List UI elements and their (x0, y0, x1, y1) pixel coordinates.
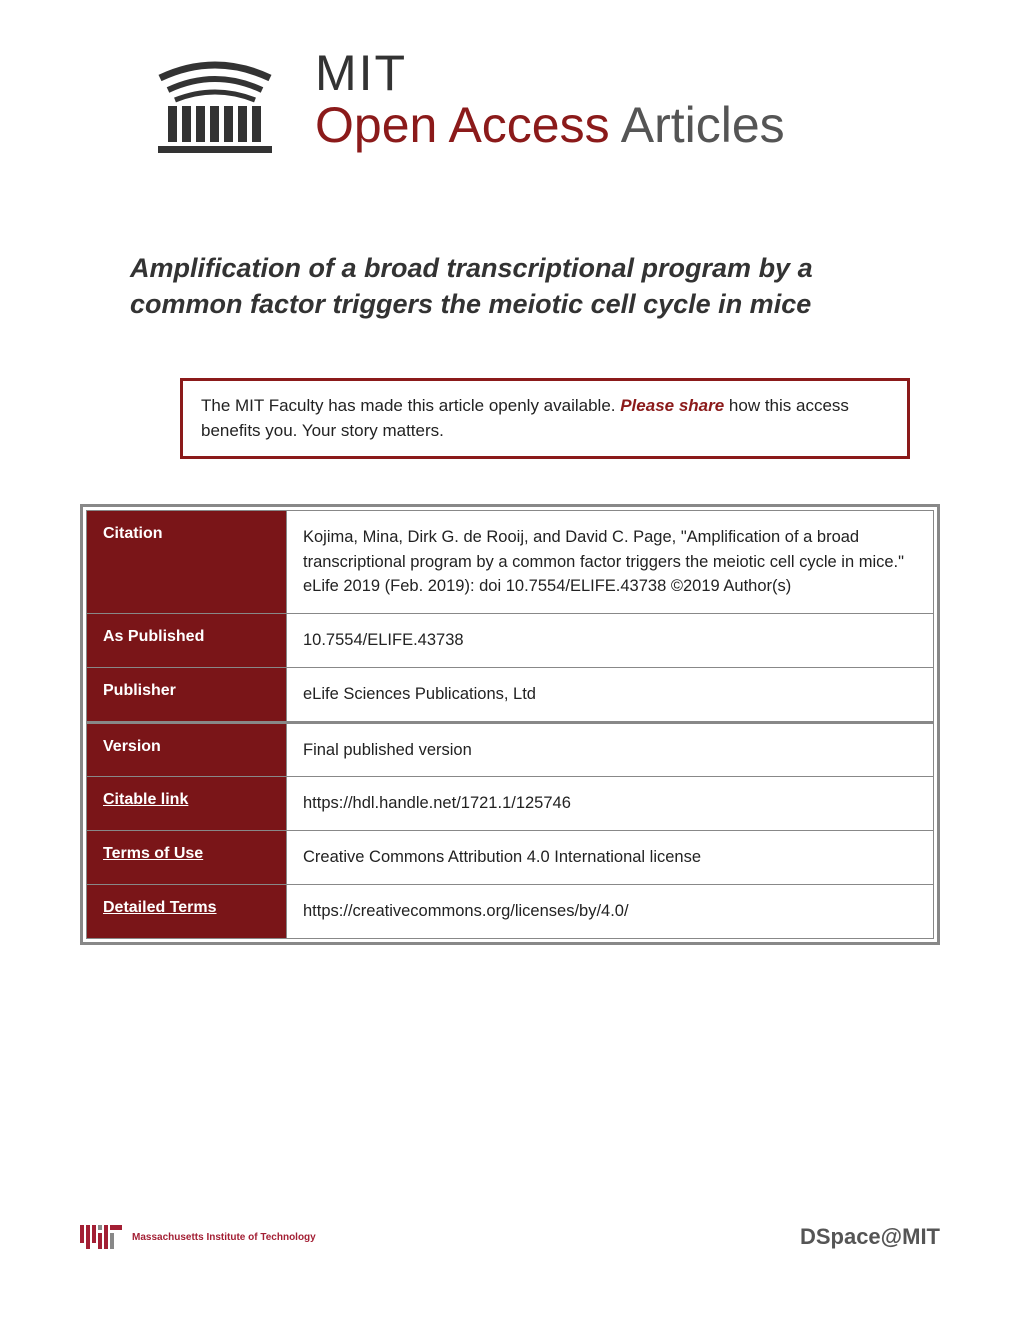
metadata-label[interactable]: Terms of Use (87, 831, 287, 884)
metadata-label[interactable]: Detailed Terms (87, 885, 287, 938)
metadata-label: Version (87, 724, 287, 777)
metadata-label: Citation (87, 511, 287, 613)
metadata-value: 10.7554/ELIFE.43738 (287, 614, 933, 667)
articles-light: Articles (610, 97, 785, 153)
metadata-value: eLife Sciences Publications, Ltd (287, 668, 933, 721)
metadata-label: Publisher (87, 668, 287, 721)
please-share-link[interactable]: Please share (620, 396, 724, 415)
metadata-value: Creative Commons Attribution 4.0 Interna… (287, 831, 933, 884)
open-access-bold: Open Access (315, 97, 610, 153)
mit-logo-icon (80, 1225, 122, 1249)
table-row: CitationKojima, Mina, Dirk G. de Rooij, … (87, 511, 933, 614)
notice-text-1: The MIT Faculty has made this article op… (201, 396, 620, 415)
share-notice-box: The MIT Faculty has made this article op… (180, 378, 910, 459)
footer-institution-name: Massachusetts Institute of Technology (132, 1232, 316, 1243)
metadata-value: Kojima, Mina, Dirk G. de Rooij, and Davi… (287, 511, 933, 613)
metadata-label[interactable]: Citable link (87, 777, 287, 830)
metadata-value: https://creativecommons.org/licenses/by/… (287, 885, 933, 938)
article-title: Amplification of a broad transcriptional… (130, 250, 920, 323)
header-mit-text: MIT (315, 48, 785, 98)
header-subtitle: Open Access Articles (315, 98, 785, 153)
table-row: As Published10.7554/ELIFE.43738 (87, 614, 933, 668)
metadata-value: https://hdl.handle.net/1721.1/125746 (287, 777, 933, 830)
table-row: Citable linkhttps://hdl.handle.net/1721.… (87, 777, 933, 831)
table-row: PublishereLife Sciences Publications, Lt… (87, 668, 933, 724)
header-title-block: MIT Open Access Articles (315, 48, 785, 153)
footer-left: Massachusetts Institute of Technology (80, 1225, 316, 1249)
table-row: Detailed Termshttps://creativecommons.or… (87, 885, 933, 938)
dspace-label: DSpace@MIT (800, 1224, 940, 1250)
metadata-value: Final published version (287, 724, 933, 777)
page-footer: Massachusetts Institute of Technology DS… (80, 1224, 940, 1250)
metadata-table-inner: CitationKojima, Mina, Dirk G. de Rooij, … (86, 510, 934, 939)
table-row: Terms of UseCreative Commons Attribution… (87, 831, 933, 885)
table-row: VersionFinal published version (87, 724, 933, 778)
columns-logo-icon (140, 40, 290, 160)
metadata-table: CitationKojima, Mina, Dirk G. de Rooij, … (80, 504, 940, 945)
page-header: MIT Open Access Articles (140, 40, 940, 160)
metadata-label: As Published (87, 614, 287, 667)
